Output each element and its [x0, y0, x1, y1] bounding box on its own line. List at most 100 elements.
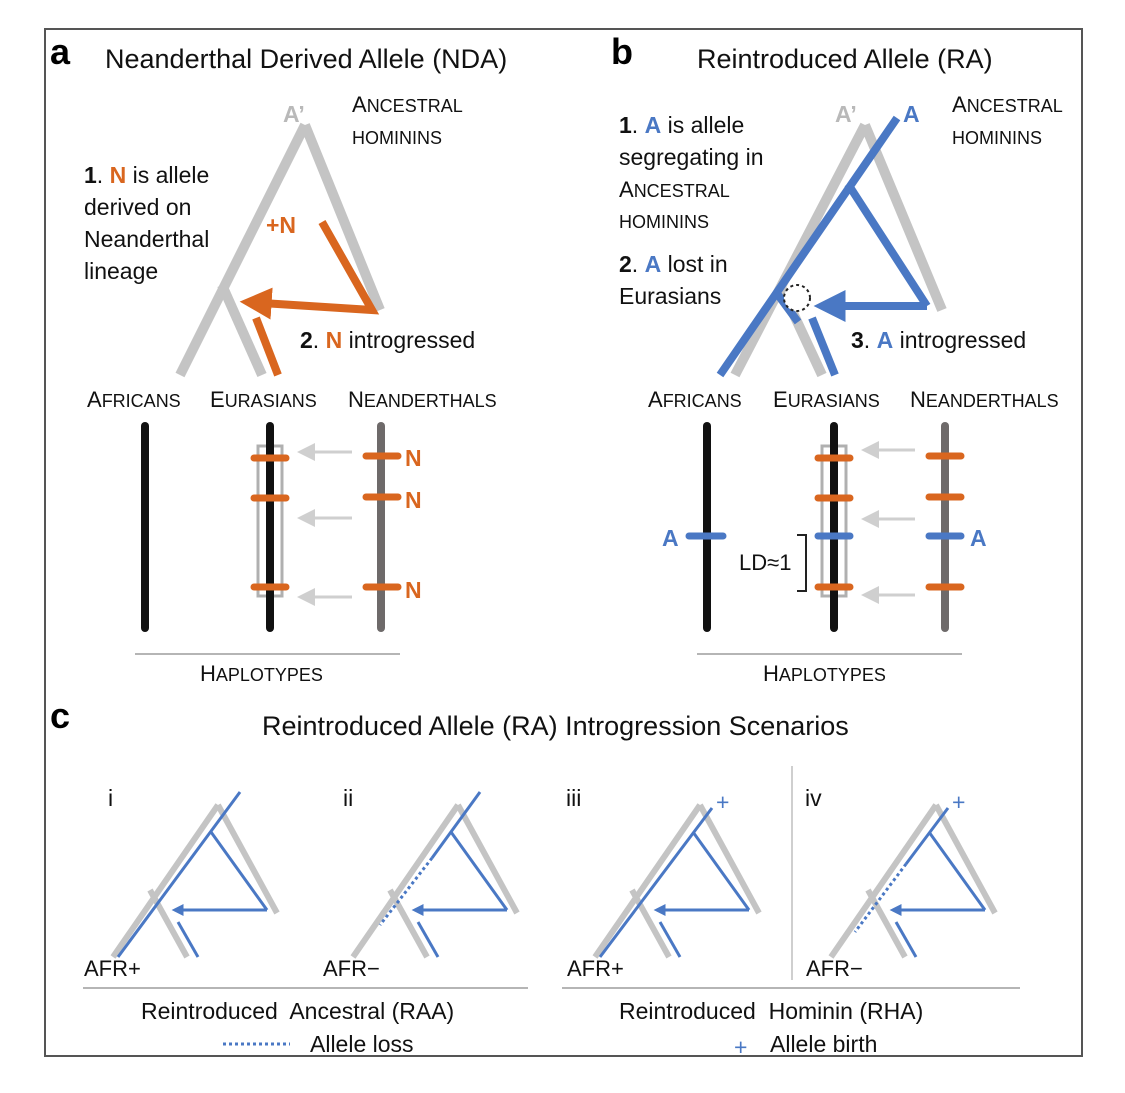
plus-n-label: +N — [266, 212, 296, 238]
tree-left-edge — [350, 803, 461, 959]
scenario-iv: + iv AFR− — [805, 785, 998, 981]
pop-label-neanderthals: NEANDERTHALS — [910, 387, 1059, 412]
tree-right-edge — [215, 803, 280, 915]
blue-introgressed-lineage — [658, 921, 682, 958]
allele-n-label: N — [405, 577, 422, 603]
blue-introgressed-lineage — [416, 921, 440, 958]
tree-right-edge — [455, 803, 520, 915]
blue-lineage-right — [691, 831, 751, 911]
ancestral-label: ANCESTRAL — [352, 92, 463, 117]
pop-label-eurasians: EURASIANS — [773, 387, 880, 412]
tree-right-edge — [860, 123, 947, 312]
ancestral-label: ANCESTRAL — [952, 92, 1063, 117]
blue-lineage-right — [844, 181, 931, 309]
scenario-numeral: ii — [343, 785, 353, 811]
allele-birth-plus: + — [952, 789, 965, 815]
panel-c-title: Reintroduced Allele (RA) Introgression S… — [262, 711, 849, 741]
eurasian-alleles — [814, 454, 854, 591]
tree-right-edge — [697, 803, 762, 915]
panel-b-transfer-arrows — [861, 441, 915, 604]
allele-birth-plus: + — [716, 789, 729, 815]
introgressed-lineage-orange — [252, 316, 282, 377]
tree-eurasian-branch — [217, 282, 267, 378]
allele-loss-dotted — [853, 863, 908, 933]
legend-birth-label: Allele birth — [770, 1031, 877, 1057]
allele-n-label: N — [405, 445, 422, 471]
tree-left-edge — [828, 803, 939, 959]
tree-left-edge — [592, 803, 703, 959]
panel-a-title: Neanderthal Derived Allele (NDA) — [105, 44, 507, 74]
step2-line2: Eurasians — [619, 283, 721, 309]
step1-line3: Neanderthal — [84, 226, 209, 252]
step1-line2: derived on — [84, 194, 191, 220]
scenario-iii: + iii AFR+ — [566, 785, 762, 981]
haplotypes-label: HAPLOTYPES — [763, 661, 886, 686]
blue-introgressed-lineage — [808, 316, 839, 377]
panel-b-letter: b — [611, 31, 633, 72]
haplotypes-label: HAPLOTYPES — [200, 661, 323, 686]
scenario-numeral: iii — [566, 785, 581, 811]
blue-introgressed-lineage — [176, 921, 200, 958]
step1-line3: ANCESTRAL — [619, 177, 730, 202]
allele-a-prime: A’ — [283, 101, 305, 127]
step1-line1: 1. A is allele — [619, 112, 744, 138]
panel-a-transfer-arrows — [297, 443, 352, 606]
afr-label: AFR− — [323, 956, 380, 981]
tree-eurasian-branch — [147, 888, 190, 959]
step1-line1: 1. N is allele — [84, 162, 209, 188]
panel-a-letter: a — [50, 31, 71, 72]
pop-label-neanderthals: NEANDERTHALS — [348, 387, 497, 412]
group-label-raa: Reintroduced Ancestral (RAA) — [141, 998, 454, 1024]
tree-right-edge — [300, 123, 385, 312]
step1-line4: HOMININS — [619, 212, 709, 232]
group-label-rha: Reintroduced Hominin (RHA) — [619, 998, 923, 1024]
afr-label: AFR− — [806, 956, 863, 981]
panel-a-tree — [175, 122, 385, 378]
blue-lineage-left — [116, 791, 242, 958]
step1-line2: segregating in — [619, 144, 764, 170]
panel-a: a Neanderthal Derived Allele (NDA) A’ AN… — [50, 31, 507, 686]
introgression-arrow-orange — [239, 220, 380, 320]
panel-b-tree — [716, 115, 947, 378]
neanderthal-alleles — [925, 452, 965, 591]
africans-a-label: A — [662, 525, 679, 551]
scenario-ii: ii AFR− — [323, 785, 520, 981]
allele-a-prime: A’ — [835, 101, 857, 127]
ld-bracket — [797, 534, 807, 592]
allele-a-blue: A — [903, 101, 920, 127]
hominins-label: HOMININS — [352, 128, 442, 148]
eurasian-n-alleles — [250, 454, 290, 591]
allele-n-label: N — [405, 487, 422, 513]
afr-label: AFR+ — [567, 956, 624, 981]
tree-right-edge — [933, 803, 998, 915]
ld-label: LD≈1 — [739, 550, 791, 575]
figure-frame — [44, 28, 1083, 1057]
legend-loss-label: Allele loss — [310, 1031, 414, 1057]
pop-label-eurasians: EURASIANS — [210, 387, 317, 412]
step1-line4: lineage — [84, 258, 158, 284]
neanderthal-a-label: A — [970, 525, 987, 551]
panel-c-letter: c — [50, 695, 70, 736]
blue-lineage-upper — [904, 807, 950, 865]
panel-b: b Reintroduced Allele (RA) A’ A ANCESTRA… — [611, 31, 1063, 686]
tree-eurasian-branch — [387, 888, 430, 959]
hominins-label: HOMININS — [952, 128, 1042, 148]
panel-a-introgression — [239, 220, 380, 377]
blue-lineage-upper — [430, 791, 482, 859]
legend-birth-symbol: + — [734, 1034, 747, 1060]
panel-b-title: Reintroduced Allele (RA) — [697, 44, 993, 74]
scenario-numeral: iv — [805, 785, 822, 811]
scenario-numeral: i — [108, 785, 113, 811]
pop-label-africans: AFRICANS — [648, 387, 742, 412]
blue-lineage-right — [209, 831, 269, 911]
allele-loss-dotted — [378, 857, 434, 926]
tree-left-edge — [110, 803, 221, 959]
blue-lineage-right — [449, 831, 509, 911]
blue-lineage-right — [927, 831, 987, 911]
afr-label: AFR+ — [84, 956, 141, 981]
blue-lineage-left — [716, 115, 901, 378]
tree-left-edge — [175, 122, 310, 378]
tree-eurasian-branch — [865, 888, 908, 959]
panel-c: c Reintroduced Allele (RA) Introgression… — [50, 695, 1020, 1060]
step2-label: 2. N introgressed — [300, 327, 475, 353]
